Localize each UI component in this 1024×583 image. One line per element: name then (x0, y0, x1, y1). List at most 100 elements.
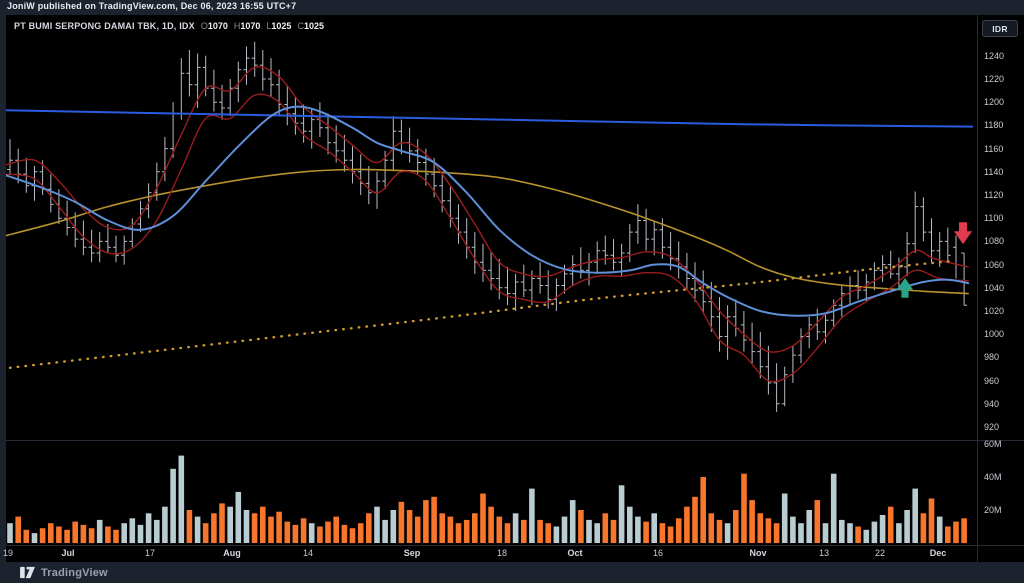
price-axis-separator (977, 15, 978, 562)
ohlc-key: O (200, 21, 208, 31)
volume-bar (414, 516, 421, 543)
volume-bar (121, 523, 127, 543)
volume-bar (667, 526, 674, 543)
volume-bar (96, 519, 103, 543)
volume-bar (382, 519, 388, 543)
chart-canvas[interactable] (6, 15, 1024, 562)
volume-bar (504, 523, 511, 543)
volume-bar (569, 500, 576, 543)
volume-bar (529, 488, 535, 543)
volume-bar (129, 518, 136, 544)
ohlc-key: L (266, 21, 272, 31)
time-axis-separator (6, 545, 1024, 546)
symbol-legend: PT BUMI SERPONG DAMAI TBK, 1D, IDX O 1070 H… (14, 21, 324, 31)
currency-label: IDR (992, 23, 1008, 34)
volume-bar (716, 519, 723, 543)
volume-bar (904, 510, 910, 543)
price-tick-label: 1160 (984, 143, 1004, 154)
volume-bar (64, 529, 70, 543)
volume-bar (390, 510, 397, 543)
time-tick-label: Dec (929, 548, 947, 558)
volume-bar (7, 523, 13, 543)
volume-bar (308, 523, 315, 543)
time-tick-label: 16 (652, 548, 664, 558)
volume-bar (627, 506, 633, 543)
volume-bar (357, 523, 364, 543)
volume-bar (928, 498, 935, 544)
long-ma-line[interactable] (6, 109, 974, 128)
volume-bar (292, 524, 299, 543)
time-tick-label: Oct (567, 548, 583, 558)
arrow-down-marker[interactable] (954, 222, 972, 245)
volume-bar (920, 513, 927, 543)
volume-bar (724, 523, 731, 543)
volume-bar (545, 523, 551, 543)
price-bars[interactable] (7, 41, 968, 412)
time-tick-label: Sep (403, 548, 421, 558)
volume-bar (537, 519, 543, 543)
volume-bar (684, 506, 690, 543)
red-band-lower-line[interactable] (6, 93, 969, 383)
volume-bar (814, 500, 821, 543)
volume-bar (341, 524, 348, 543)
volume-bar (765, 518, 772, 544)
volume-bar (284, 521, 291, 544)
red-band-upper-line[interactable] (6, 66, 969, 353)
volume-bar (961, 518, 967, 544)
price-tick-label: 1060 (984, 259, 1005, 270)
volume-bar (659, 523, 666, 543)
volume-bar (366, 513, 372, 543)
price-tick-label: 1000 (984, 329, 1005, 340)
volume-bar (170, 468, 176, 544)
volume-bar (879, 515, 886, 543)
ohlc-value: 1025 (303, 21, 324, 31)
volume-bar (472, 513, 478, 543)
volume-bar (496, 516, 503, 543)
volume-bar (953, 521, 959, 544)
ohlc-key: H (233, 21, 241, 31)
time-tick-label: 19 (2, 548, 14, 558)
price-tick-label: 1040 (984, 282, 1005, 293)
volume-bar (781, 493, 788, 543)
ohlc-value: 1070 (240, 21, 261, 31)
volume-bar (447, 516, 454, 543)
volume-bar (618, 485, 625, 544)
volume-bar (887, 506, 894, 543)
volume-bar (439, 513, 445, 543)
volume-bar (871, 521, 878, 544)
volume-bar (202, 523, 209, 543)
volume-bar (822, 523, 829, 543)
price-tick-label: 1200 (984, 97, 1005, 108)
volume-bar (88, 528, 95, 544)
volume-bar (757, 513, 764, 543)
time-tick-label: 17 (144, 548, 156, 558)
footer-bar: TradingView (0, 562, 1024, 583)
volume-bar (194, 516, 201, 543)
volume-bar (317, 526, 323, 543)
arrow-up-marker[interactable] (896, 277, 914, 298)
time-tick-label: Jul (61, 548, 75, 558)
brand-text[interactable]: TradingView (41, 566, 108, 579)
volume-bar (488, 506, 494, 543)
volume-bar (692, 496, 698, 543)
tradingview-logo-icon[interactable] (20, 566, 35, 579)
volume-bar (512, 513, 519, 543)
price-tick-label: 940 (984, 398, 1000, 409)
volume-bar (251, 513, 258, 543)
slow-ma-line[interactable] (6, 168, 969, 295)
fast-ma-line[interactable] (6, 105, 970, 317)
symbol-title[interactable]: PT BUMI SERPONG DAMAI TBK, 1D, IDX (14, 21, 195, 31)
volume-bar (561, 516, 568, 543)
price-tick-label: 920 (984, 422, 1000, 432)
ohlc-value: 1025 (271, 21, 292, 31)
currency-button[interactable]: IDR (982, 20, 1018, 37)
volume-bar (463, 519, 470, 543)
pane-separator[interactable] (6, 440, 1024, 441)
price-tick-label: 1220 (984, 74, 1005, 84)
volume-bar (219, 503, 225, 543)
volume-bar (635, 516, 641, 543)
volume-bar (798, 523, 804, 543)
volume-histogram[interactable] (7, 455, 967, 544)
volume-bar (349, 528, 356, 544)
volume-bar (276, 511, 282, 544)
